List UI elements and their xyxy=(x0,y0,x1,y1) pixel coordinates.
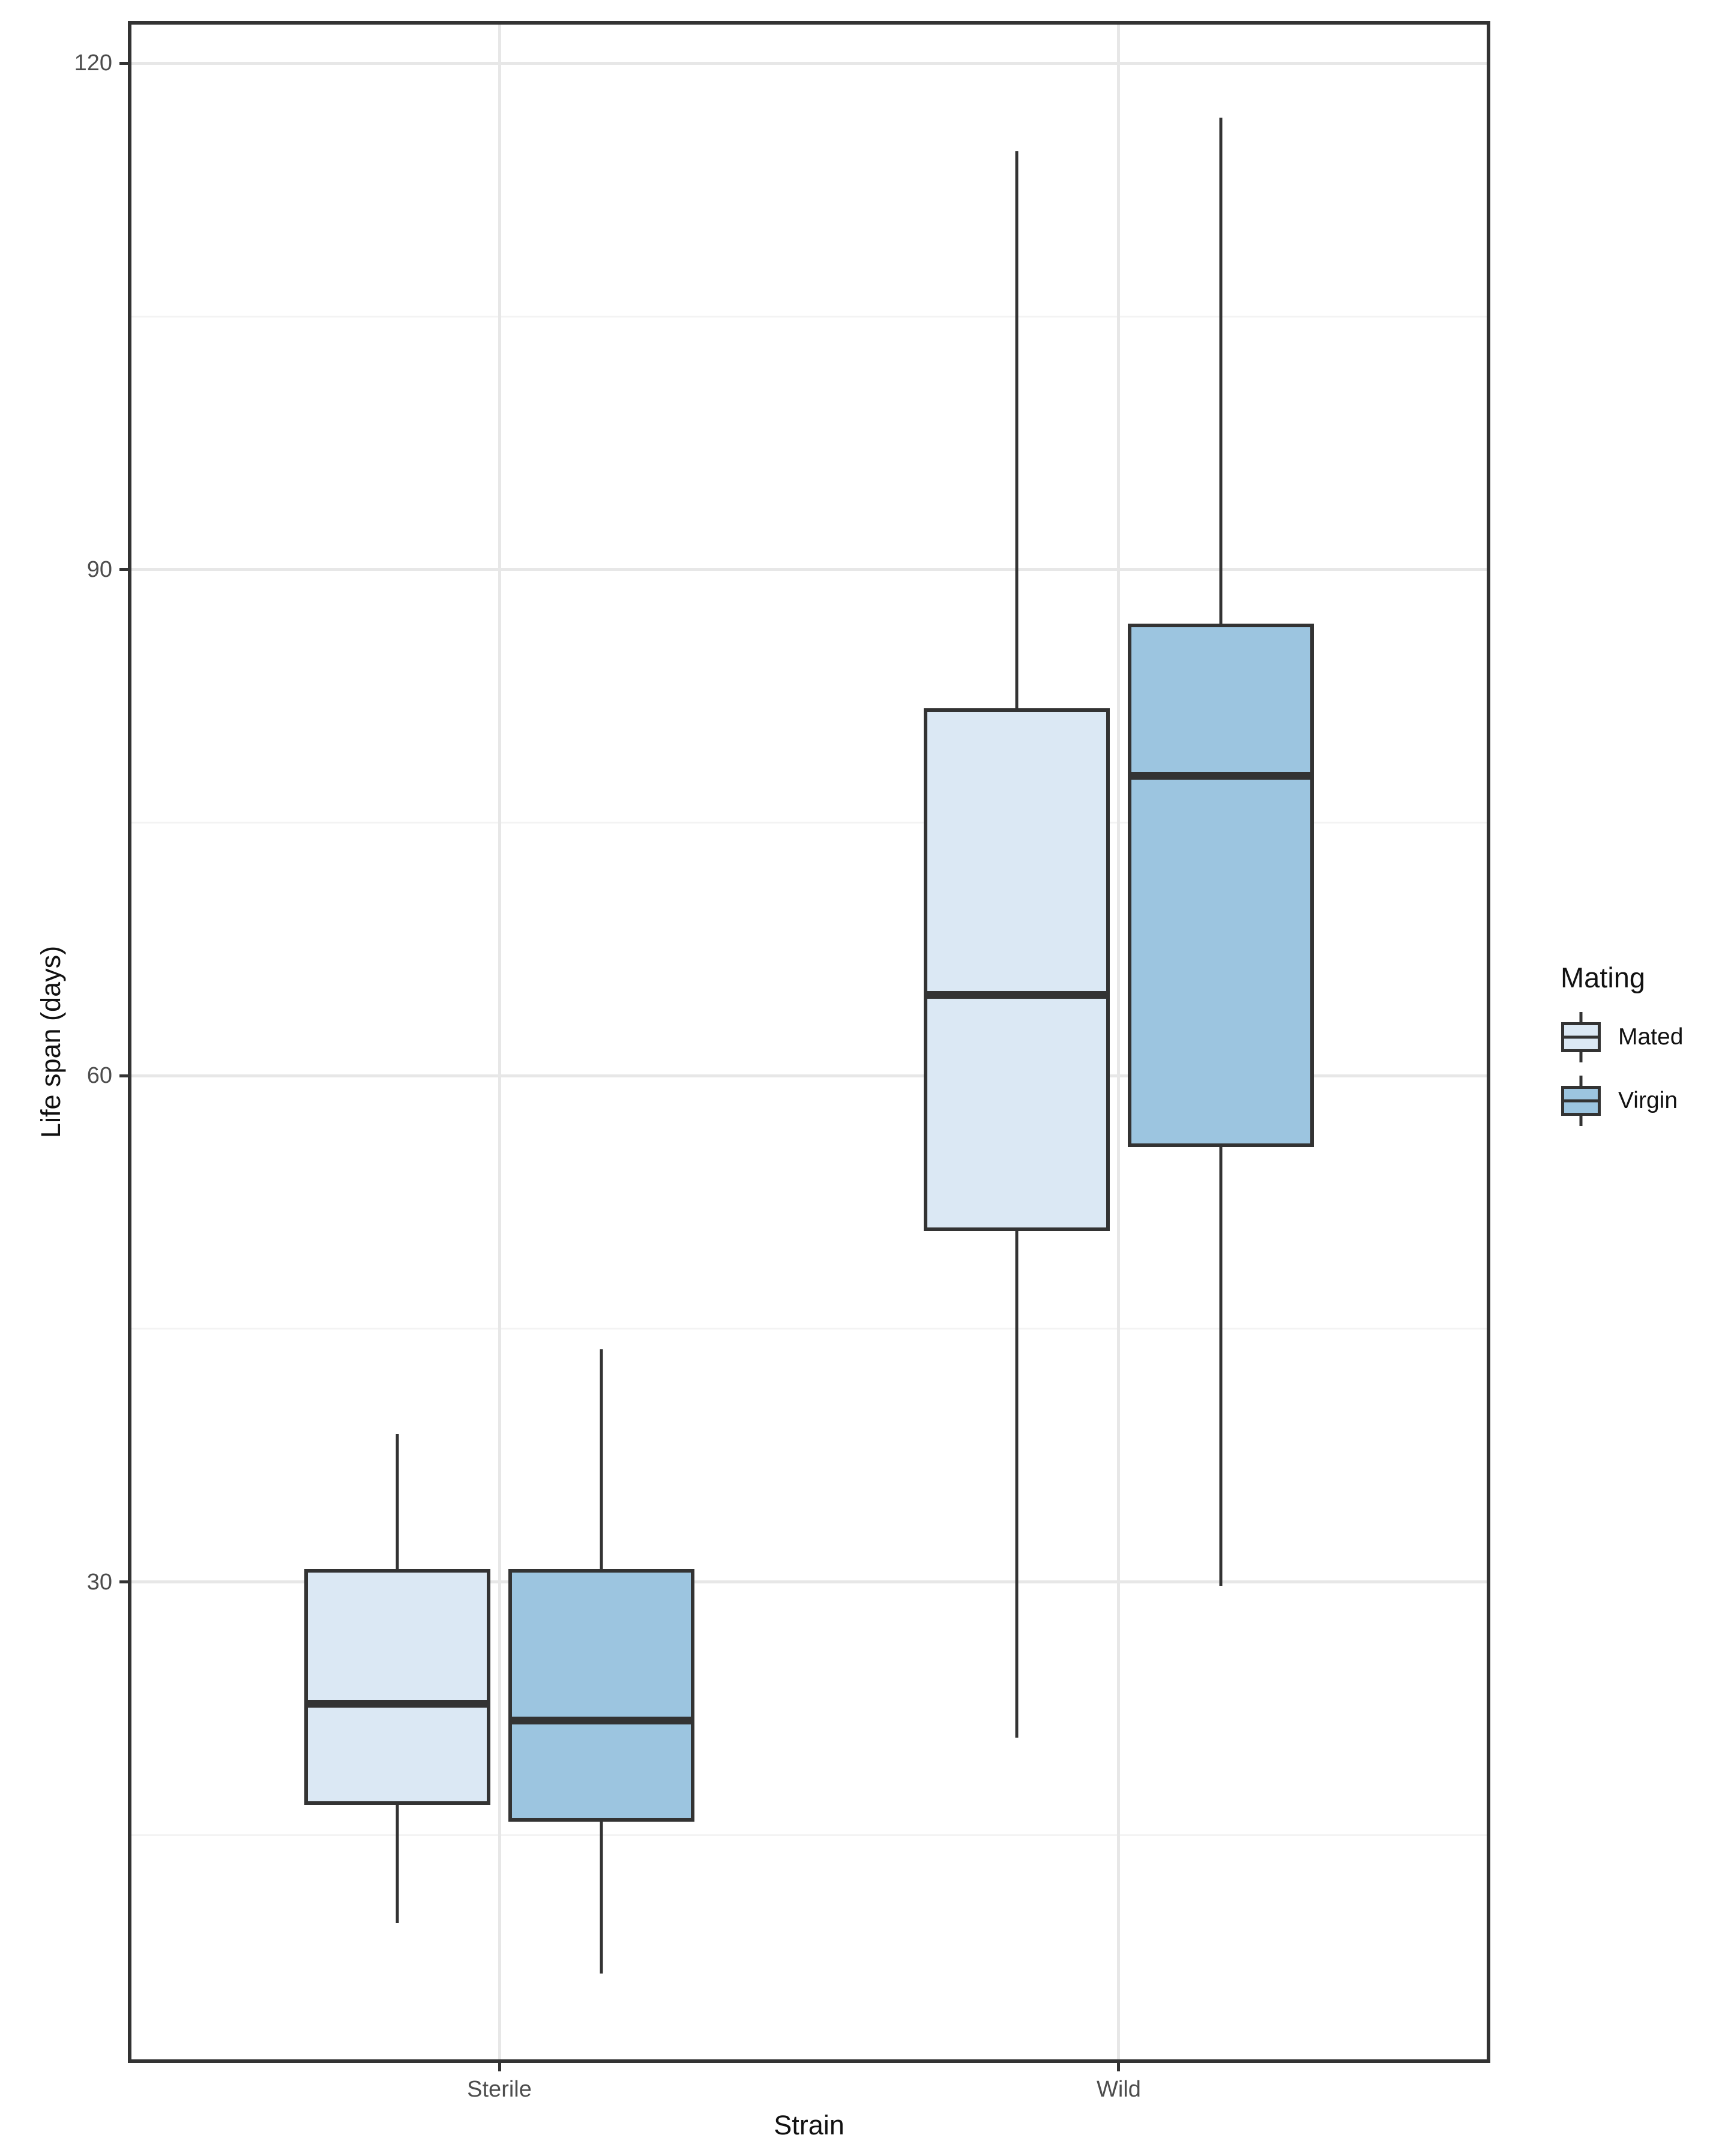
whisker-upper xyxy=(1219,117,1223,624)
x-gridline-major xyxy=(1117,25,1121,2059)
key-upper-whisker xyxy=(1579,1012,1583,1022)
key-lower-whisker xyxy=(1579,1052,1583,1062)
boxplot-box xyxy=(304,1568,491,1805)
whisker-lower xyxy=(1015,1231,1019,1738)
boxplot-key-icon xyxy=(1561,1076,1601,1126)
boxplot-box xyxy=(508,1568,695,1822)
legend-label-virgin: Virgin xyxy=(1618,1088,1678,1113)
legend-entry-virgin: Virgin xyxy=(1561,1076,1683,1126)
legend-label-mated: Mated xyxy=(1618,1024,1684,1050)
whisker-lower xyxy=(1219,1146,1223,1586)
y-tick-mark xyxy=(119,1580,128,1584)
y-gridline-major xyxy=(131,1074,1487,1077)
x-tick-mark xyxy=(1117,2063,1121,2071)
x-gridline-major xyxy=(498,25,501,2059)
key-lower-whisker xyxy=(1579,1116,1583,1126)
y-gridline-minor xyxy=(131,1834,1487,1836)
y-gridline-major xyxy=(131,1580,1487,1584)
whisker-upper xyxy=(600,1349,603,1569)
median-line xyxy=(304,1700,491,1708)
y-gridline-minor xyxy=(131,1328,1487,1330)
boxplot-box xyxy=(923,708,1110,1232)
y-gridline-minor xyxy=(131,821,1487,824)
plot-panel xyxy=(128,21,1490,2063)
y-tick-mark xyxy=(119,1074,128,1077)
y-tick-mark xyxy=(119,568,128,571)
y-gridline-minor xyxy=(131,315,1487,318)
median-line xyxy=(1127,771,1314,780)
whisker-lower xyxy=(600,1822,603,1974)
y-tick-label: 120 xyxy=(74,50,112,76)
whisker-upper xyxy=(1015,151,1019,708)
y-tick-label: 30 xyxy=(86,1569,112,1595)
legend-title: Mating xyxy=(1561,962,1646,993)
boxplot-box xyxy=(1127,624,1314,1147)
whisker-upper xyxy=(396,1433,399,1569)
key-upper-whisker xyxy=(1579,1076,1583,1086)
y-tick-label: 60 xyxy=(86,1063,112,1089)
legend-entry-mated: Mated xyxy=(1561,1012,1683,1062)
y-tick-mark xyxy=(119,61,128,65)
legend: Mating Mated Virgin xyxy=(1561,961,1683,1139)
key-median-line xyxy=(1561,1099,1601,1103)
x-axis-title: Strain xyxy=(774,2110,844,2140)
y-axis-title: Life span (days) xyxy=(35,945,66,1139)
median-line xyxy=(923,991,1110,999)
boxplot-key-icon xyxy=(1561,1012,1601,1062)
median-line xyxy=(508,1717,695,1725)
x-tick-label: Sterile xyxy=(467,2077,532,2102)
whisker-lower xyxy=(396,1805,399,1923)
key-median-line xyxy=(1561,1035,1601,1039)
y-gridline-major xyxy=(131,61,1487,65)
y-tick-label: 90 xyxy=(86,556,112,582)
x-tick-mark xyxy=(498,2063,501,2071)
y-gridline-major xyxy=(131,568,1487,571)
x-tick-label: Wild xyxy=(1097,2077,1141,2102)
